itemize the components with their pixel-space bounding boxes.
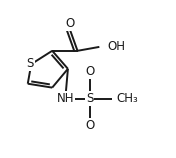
Text: O: O [85,65,94,79]
Text: S: S [27,57,34,70]
Text: O: O [65,17,74,30]
Text: CH₃: CH₃ [117,92,139,105]
Text: O: O [85,119,94,132]
Text: S: S [86,92,93,105]
Text: OH: OH [107,40,125,53]
Text: NH: NH [56,92,74,105]
